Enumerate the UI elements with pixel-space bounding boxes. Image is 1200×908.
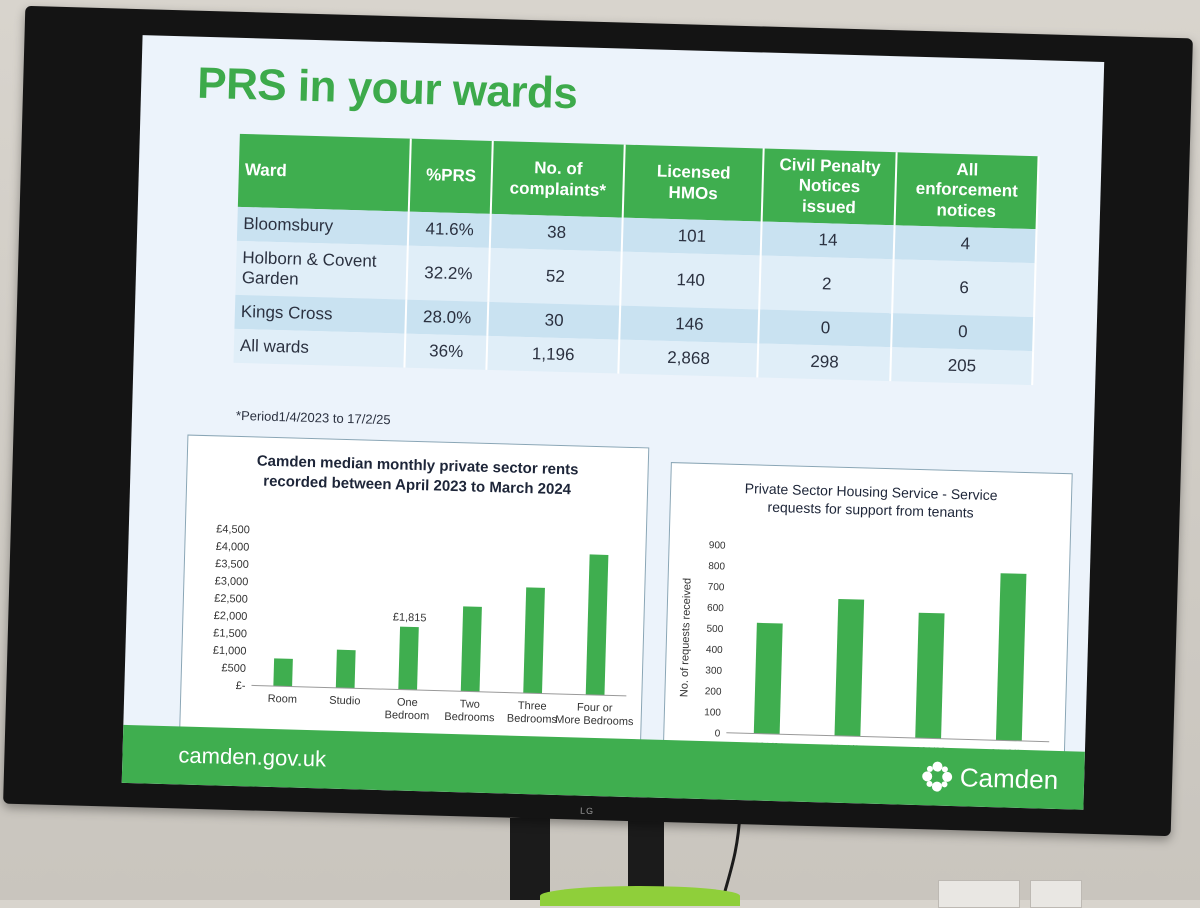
y-tick-label: £500 bbox=[221, 662, 246, 675]
camden-logo-icon bbox=[921, 761, 952, 792]
wall-socket-left bbox=[938, 880, 1020, 908]
x-tick-label: Studio bbox=[329, 695, 361, 708]
data-label: £1,815 bbox=[393, 611, 427, 624]
prs-value: 32.2% bbox=[406, 245, 491, 303]
tv-logo: LG bbox=[579, 805, 595, 817]
header-civil-penalty: Civil Penalty Notices issued bbox=[761, 148, 898, 226]
civil-penalty-value: 298 bbox=[757, 343, 892, 382]
green-object bbox=[540, 886, 740, 906]
y-tick-label: 600 bbox=[707, 603, 724, 614]
y-tick-label: 900 bbox=[709, 540, 726, 551]
bar bbox=[834, 598, 865, 737]
civil-penalty-value: 2 bbox=[759, 255, 895, 314]
bar bbox=[753, 622, 783, 735]
hmos-value: 146 bbox=[619, 305, 760, 344]
enforcement-value: 0 bbox=[891, 313, 1035, 352]
civil-penalty-value: 0 bbox=[758, 309, 893, 348]
x-tick-label: Three bbox=[518, 700, 547, 713]
requests-chart-panel: Private Sector Housing Service - Service… bbox=[662, 462, 1073, 766]
camden-brand: Camden bbox=[919, 759, 1059, 797]
y-tick-label: £2,000 bbox=[214, 610, 248, 623]
presentation-slide: PRS in your wards Ward %PRS No. of compl… bbox=[121, 35, 1105, 810]
x-tick-label: Bedrooms bbox=[444, 711, 495, 724]
y-tick-label: 800 bbox=[708, 561, 725, 572]
requests-bar-chart: 0 100 200 300 400 500 600 700 800 900 No. of reque… bbox=[678, 540, 1050, 760]
bar bbox=[398, 626, 419, 691]
x-tick-label: Bedrooms bbox=[507, 713, 558, 726]
brand-name: Camden bbox=[959, 761, 1059, 795]
slide-footer: camden.gov.uk Camden bbox=[121, 724, 1085, 810]
bar bbox=[460, 606, 482, 692]
y-tick-label: 100 bbox=[704, 707, 721, 718]
enforcement-value: 4 bbox=[894, 225, 1037, 264]
hmos-value: 2,868 bbox=[618, 339, 759, 378]
x-axis-line bbox=[251, 684, 627, 697]
ward-name: Holborn & Covent Garden bbox=[235, 241, 409, 300]
header-complaints: No. of complaints* bbox=[491, 140, 626, 218]
bar bbox=[915, 612, 945, 739]
hmos-value: 101 bbox=[622, 217, 762, 256]
y-tick-label: £1,500 bbox=[213, 627, 247, 640]
y-tick-label: £3,500 bbox=[215, 558, 249, 571]
header-ward: Ward bbox=[237, 133, 412, 212]
civil-penalty-value: 14 bbox=[760, 221, 896, 260]
header-enforcement: All enforcement notices bbox=[895, 152, 1039, 230]
prs-value: 36% bbox=[404, 333, 488, 371]
complaints-value: 38 bbox=[490, 214, 623, 252]
tv-stand-pole-left bbox=[510, 818, 550, 900]
x-tick-label: Bedroom bbox=[384, 709, 429, 722]
complaints-value: 52 bbox=[488, 248, 623, 306]
bar bbox=[335, 649, 356, 689]
bar bbox=[995, 573, 1027, 741]
y-tick-label: £3,000 bbox=[215, 575, 249, 588]
prs-value: 28.0% bbox=[405, 299, 489, 337]
x-tick-label: Two bbox=[460, 698, 481, 711]
bar bbox=[273, 658, 293, 687]
enforcement-value: 205 bbox=[890, 347, 1034, 386]
table-footnote: *Period1/4/2023 to 17/2/25 bbox=[235, 407, 391, 428]
y-tick-label: £4,000 bbox=[216, 541, 250, 554]
footer-url: camden.gov.uk bbox=[178, 742, 327, 772]
y-tick-label: 400 bbox=[706, 645, 723, 656]
y-tick-label: £4,500 bbox=[216, 523, 250, 536]
complaints-value: 30 bbox=[487, 302, 621, 340]
y-tick-label: 200 bbox=[705, 686, 722, 697]
header-prs: %PRS bbox=[408, 138, 494, 215]
header-licensed-hmos: Licensed HMOs bbox=[622, 144, 764, 222]
y-tick-label: 0 bbox=[715, 728, 721, 739]
x-tick-label: Four or bbox=[577, 702, 613, 715]
ward-name: Bloomsbury bbox=[236, 207, 409, 246]
bar bbox=[585, 554, 609, 696]
bar bbox=[523, 587, 545, 694]
x-tick-label: More Bedrooms bbox=[555, 714, 634, 728]
complaints-value: 1,196 bbox=[486, 336, 620, 374]
prs-value: 41.6% bbox=[408, 211, 492, 249]
y-tick-label: £- bbox=[236, 680, 246, 692]
y-tick-label: 300 bbox=[705, 665, 722, 676]
rents-chart-panel: Camden median monthly private sector ren… bbox=[178, 434, 650, 752]
rents-bar-chart: £- £500 £1,000 £1,500 £2,000 £2,500 £3,000 £3,5… bbox=[213, 523, 635, 728]
hmos-value: 140 bbox=[620, 251, 761, 310]
ward-name: Kings Cross bbox=[234, 294, 407, 334]
wards-table: Ward %PRS No. of complaints* Licensed HM… bbox=[233, 133, 1039, 386]
enforcement-value: 6 bbox=[892, 259, 1036, 318]
y-tick-label: 700 bbox=[708, 582, 725, 593]
y-axis-label: No. of requests received bbox=[678, 578, 693, 698]
ward-name: All wards bbox=[233, 328, 406, 368]
wall-socket-right bbox=[1030, 880, 1082, 908]
slide-title: PRS in your wards bbox=[196, 58, 579, 119]
y-tick-label: £1,000 bbox=[213, 645, 247, 658]
x-tick-label: Room bbox=[268, 693, 298, 706]
y-tick-label: £2,500 bbox=[214, 593, 248, 606]
x-tick-label: One bbox=[397, 696, 418, 709]
y-tick-label: 500 bbox=[706, 624, 723, 635]
x-axis-line bbox=[726, 732, 1050, 743]
television: PRS in your wards Ward %PRS No. of compl… bbox=[3, 5, 1193, 837]
